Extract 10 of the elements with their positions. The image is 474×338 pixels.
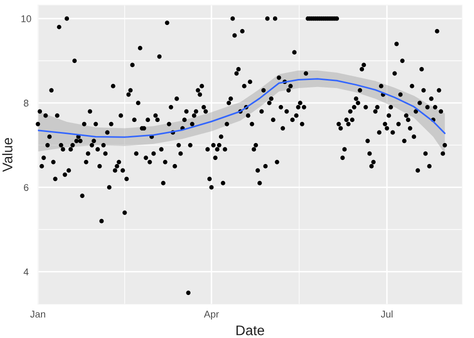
x-tick-label: Jan — [30, 310, 46, 318]
x-tick-label: Apr — [204, 310, 219, 320]
y-tick-label: 6 — [24, 184, 28, 191]
x-axis-title: Date — [236, 326, 264, 336]
x-tick-label: Jul — [380, 310, 393, 318]
y-tick-label: 10 — [21, 15, 32, 22]
y-axis-title: Value — [2, 138, 12, 172]
line-series — [38, 78, 446, 138]
y-tick-label: 4 — [24, 268, 29, 276]
y-tick-label: 8 — [24, 100, 28, 107]
